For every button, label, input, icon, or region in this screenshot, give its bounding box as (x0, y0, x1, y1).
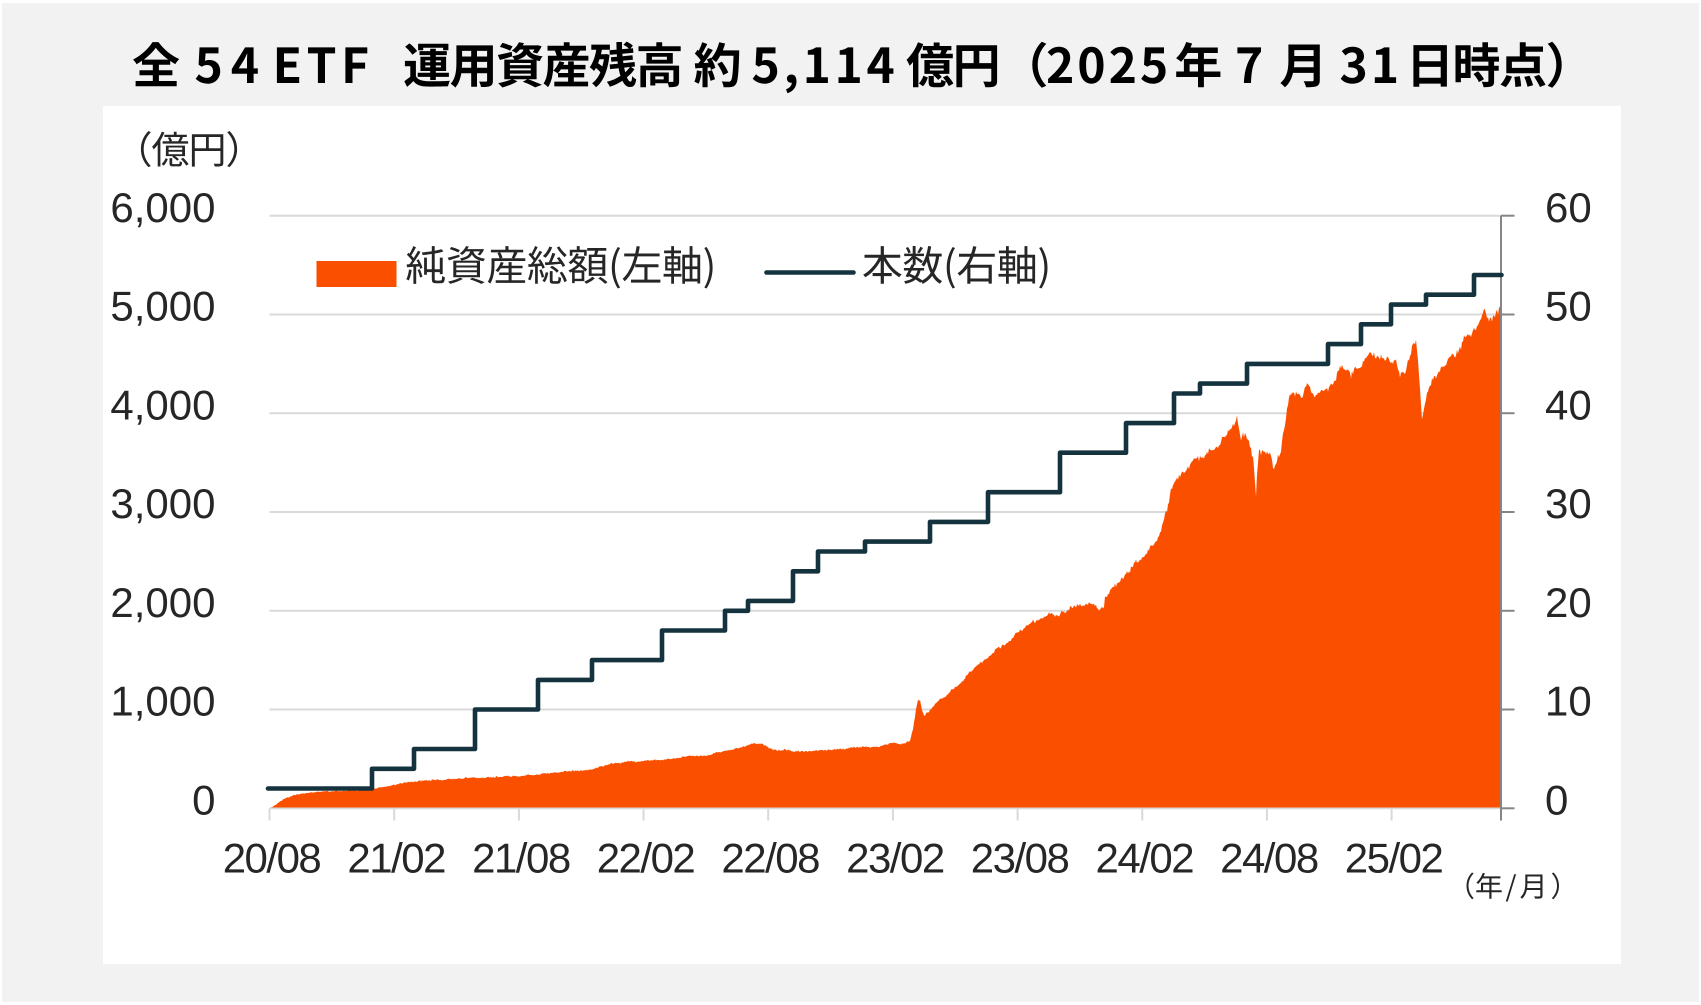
svg-text:21/02: 21/02 (347, 835, 445, 882)
svg-text:20: 20 (1545, 579, 1592, 626)
svg-text:24/02: 24/02 (1095, 835, 1193, 882)
svg-text:0: 0 (1545, 776, 1568, 823)
svg-text:0: 0 (192, 776, 215, 823)
svg-text:40: 40 (1545, 381, 1592, 428)
svg-text:60: 60 (1545, 184, 1592, 231)
svg-text:22/08: 22/08 (721, 835, 819, 882)
svg-text:50: 50 (1545, 283, 1592, 330)
svg-text:5,000: 5,000 (110, 283, 215, 330)
svg-text:22/02: 22/02 (597, 835, 695, 882)
svg-text:4,000: 4,000 (110, 381, 215, 428)
svg-text:25/02: 25/02 (1345, 835, 1443, 882)
svg-text:10: 10 (1545, 678, 1592, 725)
svg-text:21/08: 21/08 (472, 835, 570, 882)
svg-text:20/08: 20/08 (223, 835, 321, 882)
svg-text:6,000: 6,000 (110, 184, 215, 231)
svg-text:23/02: 23/02 (846, 835, 944, 882)
svg-text:30: 30 (1545, 480, 1592, 527)
svg-text:23/08: 23/08 (971, 835, 1069, 882)
svg-text:3,000: 3,000 (110, 480, 215, 527)
svg-text:24/08: 24/08 (1220, 835, 1318, 882)
svg-text:1,000: 1,000 (110, 678, 215, 725)
svg-text:2,000: 2,000 (110, 579, 215, 626)
